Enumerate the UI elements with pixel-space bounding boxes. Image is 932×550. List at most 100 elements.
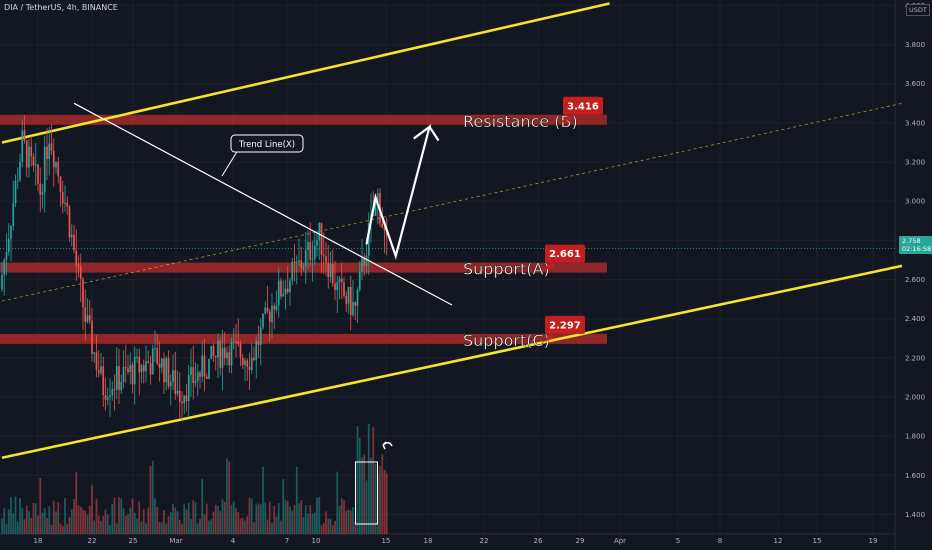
- trend-label-pointer: [221, 149, 239, 177]
- volume-bar: [43, 508, 46, 534]
- candle-body: [235, 341, 237, 343]
- volume-bar: [64, 498, 66, 534]
- candle-body: [338, 278, 341, 283]
- candle-body: [163, 358, 165, 383]
- volume-bar: [313, 512, 316, 534]
- candle-body: [19, 161, 21, 181]
- volume-bar: [322, 523, 325, 534]
- price-badge: [545, 315, 585, 334]
- volume-bar: [37, 515, 39, 534]
- volume-bar: [379, 465, 381, 534]
- candle-body: [178, 390, 181, 402]
- volume-bar: [196, 523, 199, 534]
- candle-body: [61, 192, 64, 204]
- candle-body: [228, 352, 231, 366]
- volume-bar: [329, 518, 332, 534]
- volume-bar: [115, 523, 118, 534]
- candle-body: [84, 307, 87, 323]
- candle-body: [127, 368, 129, 373]
- candles: [1, 115, 388, 422]
- volume-bar: [264, 502, 267, 534]
- volume-bar: [14, 496, 17, 534]
- candle-body: [192, 367, 195, 384]
- volume-bar: [320, 525, 323, 534]
- candle-body: [3, 259, 6, 275]
- candle-body: [325, 256, 327, 263]
- zone-label: Resistance (B): [463, 112, 578, 131]
- volume-bar: [250, 498, 253, 534]
- candle-body: [151, 348, 154, 375]
- volume-bar: [316, 497, 318, 534]
- volume-bar: [70, 509, 73, 534]
- candle-body: [120, 382, 123, 391]
- candle-body: [43, 146, 46, 193]
- volume-bar: [48, 506, 51, 534]
- volume-bar: [338, 505, 341, 534]
- volume-bar: [347, 509, 350, 534]
- volume-bar: [208, 520, 210, 534]
- volume-bar: [374, 463, 377, 534]
- candle-body: [199, 372, 201, 377]
- volume-bar: [151, 460, 154, 534]
- zone-band: [0, 114, 607, 125]
- candle-body: [12, 202, 15, 227]
- trend-line-label: Trend Line(X): [221, 134, 304, 177]
- volume-bar: [192, 499, 195, 534]
- volume-bar: [190, 519, 192, 534]
- candle-body: [190, 367, 192, 376]
- volume-bar: [68, 516, 71, 534]
- candle-body: [208, 358, 210, 379]
- candle-body: [196, 372, 199, 381]
- price-tick-label: 2.600: [905, 276, 925, 284]
- candle-body: [136, 356, 138, 358]
- volume-bar: [385, 473, 388, 534]
- candle-body: [172, 370, 174, 382]
- volume-bar: [32, 503, 35, 534]
- candle-body: [282, 294, 285, 297]
- candle-body: [167, 358, 170, 387]
- volume-bar: [221, 499, 224, 534]
- volume-bar: [23, 519, 26, 534]
- zone-labels: Resistance (B)3.416 Support(A)2.661 Suppor…: [463, 96, 603, 350]
- candle-body: [253, 357, 255, 360]
- candle-body: [57, 162, 60, 177]
- candle-body: [352, 301, 354, 316]
- volume-bar: [363, 454, 366, 534]
- candle-body: [345, 296, 348, 304]
- candle-body: [75, 250, 78, 265]
- volume-bar: [163, 510, 165, 534]
- candle-body: [277, 280, 280, 306]
- volume-bar: [136, 518, 138, 534]
- current-price-tag: 2.758 02:16:58: [899, 236, 932, 254]
- volume-bar: [183, 504, 186, 534]
- candle-body: [50, 143, 53, 151]
- candle-body: [322, 254, 325, 257]
- price-tick-label: 1.400: [905, 511, 925, 519]
- volume-bar: [129, 507, 132, 534]
- candle-body: [367, 223, 370, 256]
- volume-bar: [147, 507, 150, 534]
- volume-bar: [86, 514, 89, 534]
- volume-bar: [367, 423, 370, 534]
- candle-body: [176, 390, 179, 394]
- volume-bar: [356, 426, 359, 534]
- volume-bar: [300, 500, 303, 534]
- volume-bar: [228, 461, 231, 534]
- volume-bar: [214, 504, 217, 534]
- candle-body: [88, 315, 91, 321]
- candle-body: [23, 130, 26, 141]
- price-badge-text: 3.416: [567, 101, 599, 112]
- candle-body: [271, 305, 273, 323]
- volume-bar: [205, 503, 208, 534]
- volume-bar: [203, 514, 206, 534]
- volume-bar: [289, 506, 291, 534]
- candle-body: [343, 282, 345, 297]
- candle-body: [113, 389, 116, 391]
- volume-bar: [244, 520, 246, 534]
- volume-bar: [113, 497, 116, 534]
- candle-body: [68, 206, 71, 238]
- candle-body: [250, 357, 253, 371]
- candle-body: [10, 226, 12, 239]
- candle-body: [48, 143, 51, 160]
